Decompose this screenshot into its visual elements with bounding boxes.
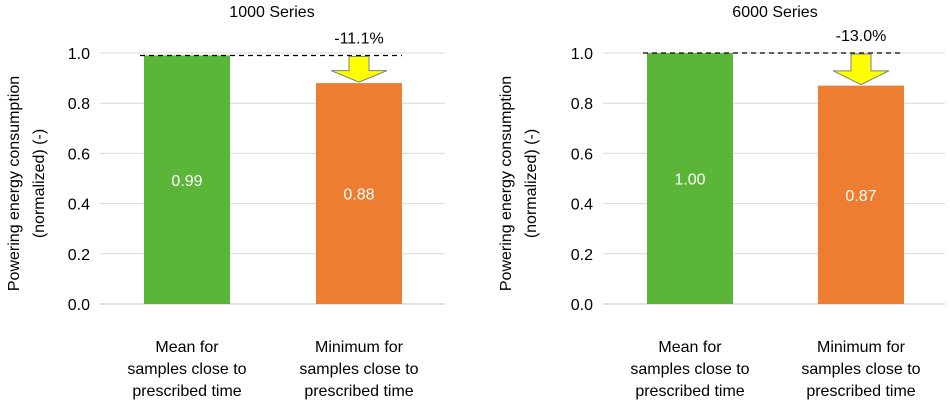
x-category-label-line: Minimum for	[817, 339, 906, 356]
chart-panel-2: 6000 Series Powering energy consumption (n…	[498, 4, 945, 400]
y-tick-label: 1.0	[571, 46, 593, 63]
percent-change-annotation: -11.1%	[334, 31, 384, 48]
y-tick-label: 0.4	[571, 197, 593, 214]
x-category-label: Minimum for samples close to prescribed ti…	[801, 339, 920, 400]
y-tick-label: 0.8	[68, 96, 90, 113]
chart-title: 6000 Series	[732, 4, 817, 21]
x-category-label-line: Mean for	[155, 339, 219, 356]
bar	[144, 55, 230, 305]
x-category-label-line: prescribed time	[635, 383, 744, 400]
y-axis-label: (normalized) (-)	[31, 129, 48, 238]
bar	[647, 53, 733, 304]
percent-change-annotation: -13.0%	[836, 28, 887, 45]
x-category-label-line: Minimum for	[315, 339, 404, 356]
bar-value-label: 0.88	[343, 187, 374, 204]
y-tick-label: 0.6	[68, 146, 90, 163]
y-tick-label: 0.6	[571, 146, 593, 163]
x-category-label-line: prescribed time	[132, 383, 241, 400]
chart-title: 1000 Series	[229, 4, 314, 21]
x-category-label-line: prescribed time	[304, 383, 413, 400]
y-axis-label: (normalized) (-)	[523, 129, 540, 238]
y-tick-label: 0.8	[571, 96, 593, 113]
x-category-label-line: samples close to	[630, 361, 749, 378]
y-tick-label: 0.2	[68, 247, 90, 264]
x-category-label: Mean for samples close to prescribed time	[127, 339, 246, 400]
x-category-label-line: samples close to	[299, 361, 418, 378]
x-category-label-line: samples close to	[801, 361, 920, 378]
y-tick-label: 0.4	[68, 197, 90, 214]
y-axis-label: Powering energy consumption	[498, 76, 515, 291]
bar	[818, 85, 904, 304]
y-tick-label: 1.0	[68, 46, 90, 63]
arrow-down-icon	[330, 56, 388, 83]
y-tick-label: 0.0	[68, 297, 90, 314]
bar-value-label: 1.00	[674, 172, 705, 189]
arrow-down-icon	[832, 53, 890, 86]
chart-panel-1: 1000 Series Powering energy consumption (n…	[6, 4, 445, 400]
y-axis-label: Powering energy consumption	[6, 76, 23, 291]
bar-value-label: 0.99	[171, 173, 202, 190]
x-category-label-line: Mean for	[658, 339, 722, 356]
x-category-label: Mean for samples close to prescribed time	[630, 339, 749, 400]
x-category-label-line: prescribed time	[806, 383, 915, 400]
bar	[316, 83, 402, 305]
x-category-label-line: samples close to	[127, 361, 246, 378]
y-tick-label: 0.2	[571, 247, 593, 264]
bar-value-label: 0.87	[845, 188, 876, 205]
y-tick-label: 0.0	[571, 297, 593, 314]
x-category-label: Minimum for samples close to prescribed ti…	[299, 339, 418, 400]
